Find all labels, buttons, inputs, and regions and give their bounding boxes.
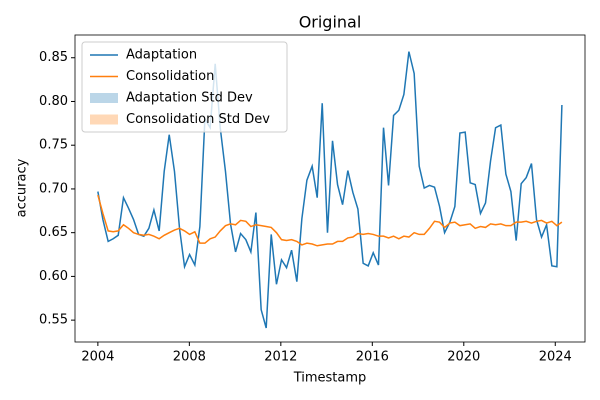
y-tick-label: 0.80 bbox=[39, 94, 68, 109]
legend-label: Consolidation bbox=[126, 69, 214, 84]
x-tick-label: 2012 bbox=[264, 350, 297, 365]
series-line bbox=[97, 194, 563, 247]
y-tick-label: 0.55 bbox=[39, 313, 68, 328]
x-tick-label: 2020 bbox=[447, 350, 480, 365]
series-line bbox=[97, 51, 563, 329]
x-axis-label: Timestamp bbox=[293, 371, 367, 386]
legend-label: Adaptation bbox=[126, 48, 197, 63]
y-tick-label: 0.70 bbox=[39, 181, 68, 196]
legend-swatch bbox=[90, 114, 118, 125]
y-tick-label: 0.65 bbox=[39, 225, 68, 240]
legend-label: Adaptation Std Dev bbox=[126, 91, 253, 106]
chart-title: Original bbox=[299, 13, 362, 32]
y-tick-label: 0.75 bbox=[39, 138, 68, 153]
x-tick-label: 2008 bbox=[173, 350, 206, 365]
y-axis-label: accuracy bbox=[15, 158, 30, 217]
legend-swatch bbox=[90, 93, 118, 103]
y-tick-label: 0.85 bbox=[39, 50, 68, 65]
x-tick-label: 2016 bbox=[356, 350, 389, 365]
legend-box bbox=[81, 41, 288, 133]
y-tick-label: 0.60 bbox=[39, 269, 68, 284]
x-tick-label: 2024 bbox=[539, 350, 572, 365]
legend-label: Consolidation Std Dev bbox=[126, 112, 270, 127]
x-tick-label: 2004 bbox=[81, 350, 114, 365]
